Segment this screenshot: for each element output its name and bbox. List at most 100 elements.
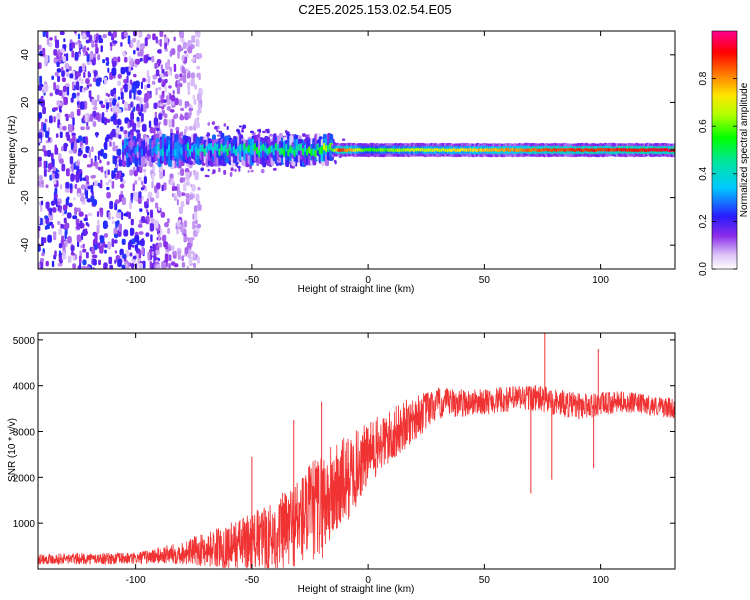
heatmap-noise-cell [76,165,80,174]
heatmap-noise-cell [186,200,190,205]
heatmap-noise-cell [86,164,92,168]
heatmap-noise-cell [65,181,70,190]
heatmap-noise-cell [132,183,135,192]
heatmap-noise-cell [151,55,155,63]
heatmap-noise-cell [79,212,84,217]
heatmap-noise-cell [93,34,96,41]
heatmap-noise-cell [143,54,149,64]
heatmap-noise-cell [53,231,57,241]
heatmap-noise-cell [130,192,134,200]
heatmap-noise-cell [94,232,98,242]
heatmap-noise-cell [117,212,123,219]
heatmap-noise-cell [100,211,103,218]
heatmap-noise-cell [144,201,148,208]
heatmap-noise-cell [62,209,65,216]
heatmap-noise-cell [85,190,89,199]
heatmap-noise-cell [82,153,88,159]
heatmap-scatter-cell [247,170,250,173]
heatmap-noise-cell [161,79,165,83]
heatmap-noise-cell [192,252,196,259]
heatmap-noise-cell [164,42,167,50]
heatmap-noise-cell [99,235,105,244]
heatmap-noise-cell [69,138,73,144]
spectrogram-frame [37,30,676,270]
heatmap-noise-cell [170,245,175,251]
heatmap-noise-cell [79,220,83,229]
heatmap-noise-cell [197,39,200,48]
heatmap-noise-cell [138,31,143,38]
heatmap-noise-cell [105,57,110,62]
heatmap-noise-cell [167,227,171,234]
heatmap-noise-cell [72,134,76,143]
heatmap-scatter-cell [238,167,241,172]
snr-spikes [251,333,599,542]
heatmap-noise-cell [145,209,149,213]
spectrogram-y-tick-label: 0 [20,147,31,153]
heatmap-noise-cell [92,258,97,266]
heatmap-noise-cell [89,113,94,122]
heatmap-noise-cell [141,180,144,185]
heatmap-noise-cell [58,90,63,96]
heatmap-noise-cell [63,145,68,152]
heatmap-noise-cell [115,212,119,219]
heatmap-noise-cell [138,262,143,269]
heatmap-noise-cell [64,63,70,69]
heatmap-noise-cell [197,103,202,111]
heatmap-noise-cell [38,262,41,269]
heatmap-noise-cell [49,115,53,124]
heatmap-noise-cell [148,93,152,99]
heatmap-noise-cell [109,264,114,269]
heatmap-noise-cell [141,246,145,256]
heatmap-noise-cell [104,249,107,254]
heatmap-noise-cell [44,118,48,123]
heatmap-noise-cell [66,68,69,73]
heatmap-noise-cell [121,238,126,246]
heatmap-scatter-cell [213,126,217,130]
heatmap-scatter-cell [200,167,205,172]
heatmap-noise-cell [59,158,64,164]
heatmap-noise-cell [44,225,48,230]
heatmap-noise-cell [57,201,61,205]
heatmap-noise-cell [51,260,55,268]
heatmap-noise-cell [173,263,179,268]
heatmap-noise-cell [123,130,128,135]
heatmap-noise-cell [197,187,201,191]
heatmap-noise-cell [86,122,89,127]
heatmap-noise-cell [156,182,161,190]
heatmap-noise-cell [177,190,182,198]
heatmap-noise-cell [194,219,198,225]
heatmap-noise-cell [63,224,68,230]
heatmap-noise-cell [129,252,133,257]
heatmap-noise-cell [153,117,159,126]
heatmap-noise-cell [88,149,91,158]
heatmap-noise-cell [81,265,87,269]
heatmap-noise-cell [162,234,167,242]
heatmap-noise-cell [178,219,182,224]
heatmap-noise-cell [135,129,141,133]
heatmap-noise-cell [96,94,100,102]
heatmap-noise-cell [86,180,90,185]
heatmap-noise-cell [144,93,149,102]
heatmap-noise-cell [166,106,172,112]
heatmap-noise-cell [155,87,158,96]
heatmap-noise-cell [119,183,125,189]
heatmap-noise-cell [196,72,201,78]
heatmap-noise-cell [70,252,75,256]
heatmap-noise-cell [86,198,92,203]
heatmap-scatter-cell [272,168,277,171]
heatmap-noise-cell [151,173,155,181]
heatmap-noise-cell [63,217,67,224]
heatmap-noise-cell [65,131,70,138]
heatmap-noise-cell [68,66,72,72]
heatmap-noise-cell [114,250,118,254]
heatmap-noise-cell [105,118,111,123]
heatmap-noise-cell [102,220,108,230]
heatmap-noise-cell [120,92,124,100]
heatmap-noise-cell [93,174,96,179]
heatmap-noise-cell [163,118,168,126]
heatmap-noise-cell [186,113,189,120]
heatmap-noise-cell [62,250,65,257]
heatmap-noise-cell [72,255,76,261]
heatmap-noise-cell [75,173,80,183]
